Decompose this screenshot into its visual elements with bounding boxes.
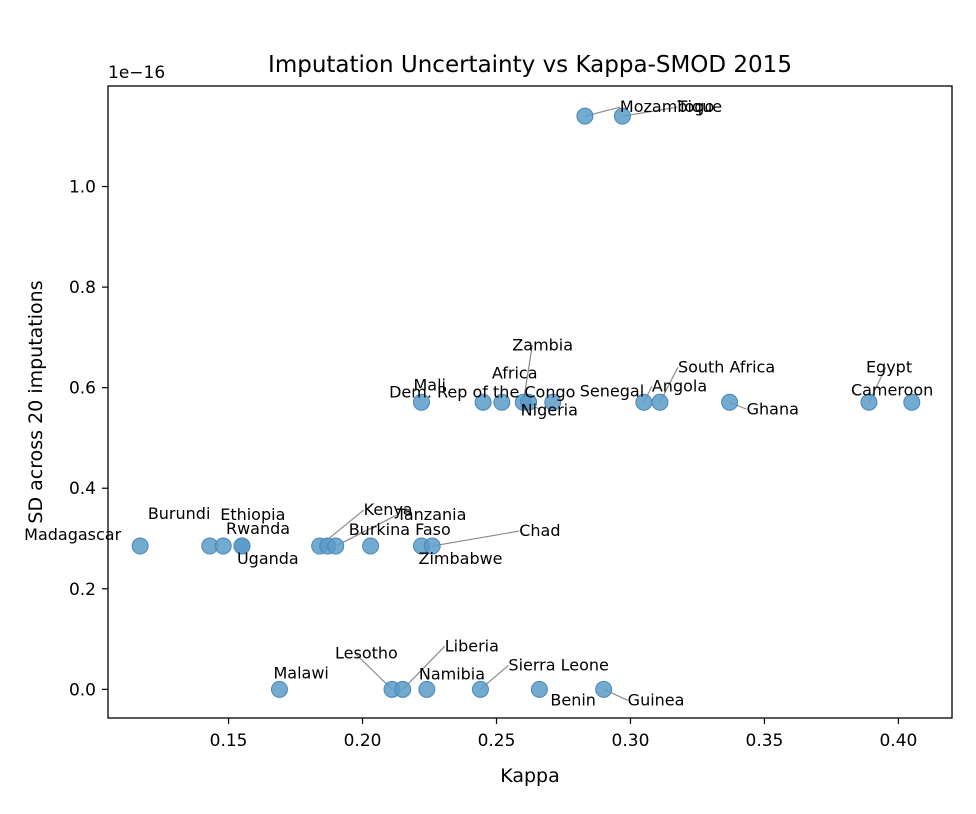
y-tick-label: 0.2 [69,580,96,600]
label-leader-line [622,106,678,117]
axes: 0.15 0.20 0.25 0.30 0.35 0.40 0.0 0.2 0.4 0.6 0.8 1… [69,85,953,751]
data-point [903,393,921,411]
label-leader-line [522,345,533,403]
data-point [423,537,441,555]
data-point [327,537,345,555]
x-tick-label: 0.20 [344,731,382,751]
point-label: Malawi [273,663,328,682]
point-label: South Africa [678,357,775,376]
y-axis-title: SD across 20 imputations [25,280,47,523]
data-point [613,107,631,125]
point-label: Rwanda [226,519,290,538]
y-tick-label: 1.0 [69,178,96,198]
point-label: Benin [550,690,596,709]
point-label: Ethiopia [220,505,285,524]
data-point [131,537,149,555]
chart-title: Imputation Uncertainty vs Kappa-SMOD 201… [268,52,792,78]
point-label: Ghana [747,399,799,418]
point-label: Burundi [148,504,211,523]
point-label: Senegal [580,381,644,400]
y-tick-label: 0.4 [69,479,96,499]
data-point [721,393,739,411]
point-label: Dem. Rep of the Congo [389,382,575,401]
point-label: Kenya [364,500,413,519]
data-point [394,680,412,698]
data-point [412,393,430,411]
point-label: Guinea [628,690,685,709]
x-axis-title: Kappa [500,765,560,787]
y-tick-label: 0.0 [69,680,96,700]
data-point [520,393,538,411]
point-label: Namibia [419,664,485,683]
x-tick-label: 0.30 [612,731,650,751]
data-point [576,107,594,125]
point-label: Liberia [445,636,499,655]
x-tick-label: 0.40 [879,731,917,751]
point-label: Africa [492,363,538,382]
x-tick-label: 0.25 [478,731,516,751]
data-point [530,680,548,698]
y-tick-label: 0.8 [69,278,96,298]
data-point [595,680,613,698]
data-point [651,393,669,411]
axes-frame [107,85,953,719]
data-point [214,537,232,555]
point-label: Burkina Faso [349,520,451,539]
point-label: Uganda [237,549,299,568]
data-point [418,680,436,698]
data-point [474,393,492,411]
data-point [544,393,562,411]
point-label: Egypt [866,357,912,376]
markers [131,107,921,698]
point-label: Madagascar [24,525,121,544]
x-tick-label: 0.35 [746,731,784,751]
point-label: Mozambique [620,97,722,116]
point-label: Zimbabwe [418,549,502,568]
data-point [270,680,288,698]
label-leader-line [432,530,520,547]
point-label: Lesotho [335,643,398,662]
y-tick-label: 0.6 [69,379,96,399]
data-point [362,537,380,555]
data-point [233,537,251,555]
y-axis-offset-text: 1e−16 [108,63,165,83]
point-label: Chad [519,521,560,540]
point-label: Sierra Leone [508,655,608,674]
point-label: Nigeria [521,400,578,419]
label-leader-line [335,514,398,547]
point-label: Togo [676,97,714,116]
data-point [493,393,511,411]
x-tick-label: 0.15 [210,731,248,751]
point-label: Mali [413,375,446,394]
point-label: Tanzania [396,505,467,524]
label-leader-line [354,652,393,690]
label-leader-line [402,645,446,690]
data-point [860,393,878,411]
data-point [471,680,489,698]
point-label: Zambia [512,335,573,354]
point-label: Angola [652,376,707,395]
point-label: Cameroon [851,380,933,399]
